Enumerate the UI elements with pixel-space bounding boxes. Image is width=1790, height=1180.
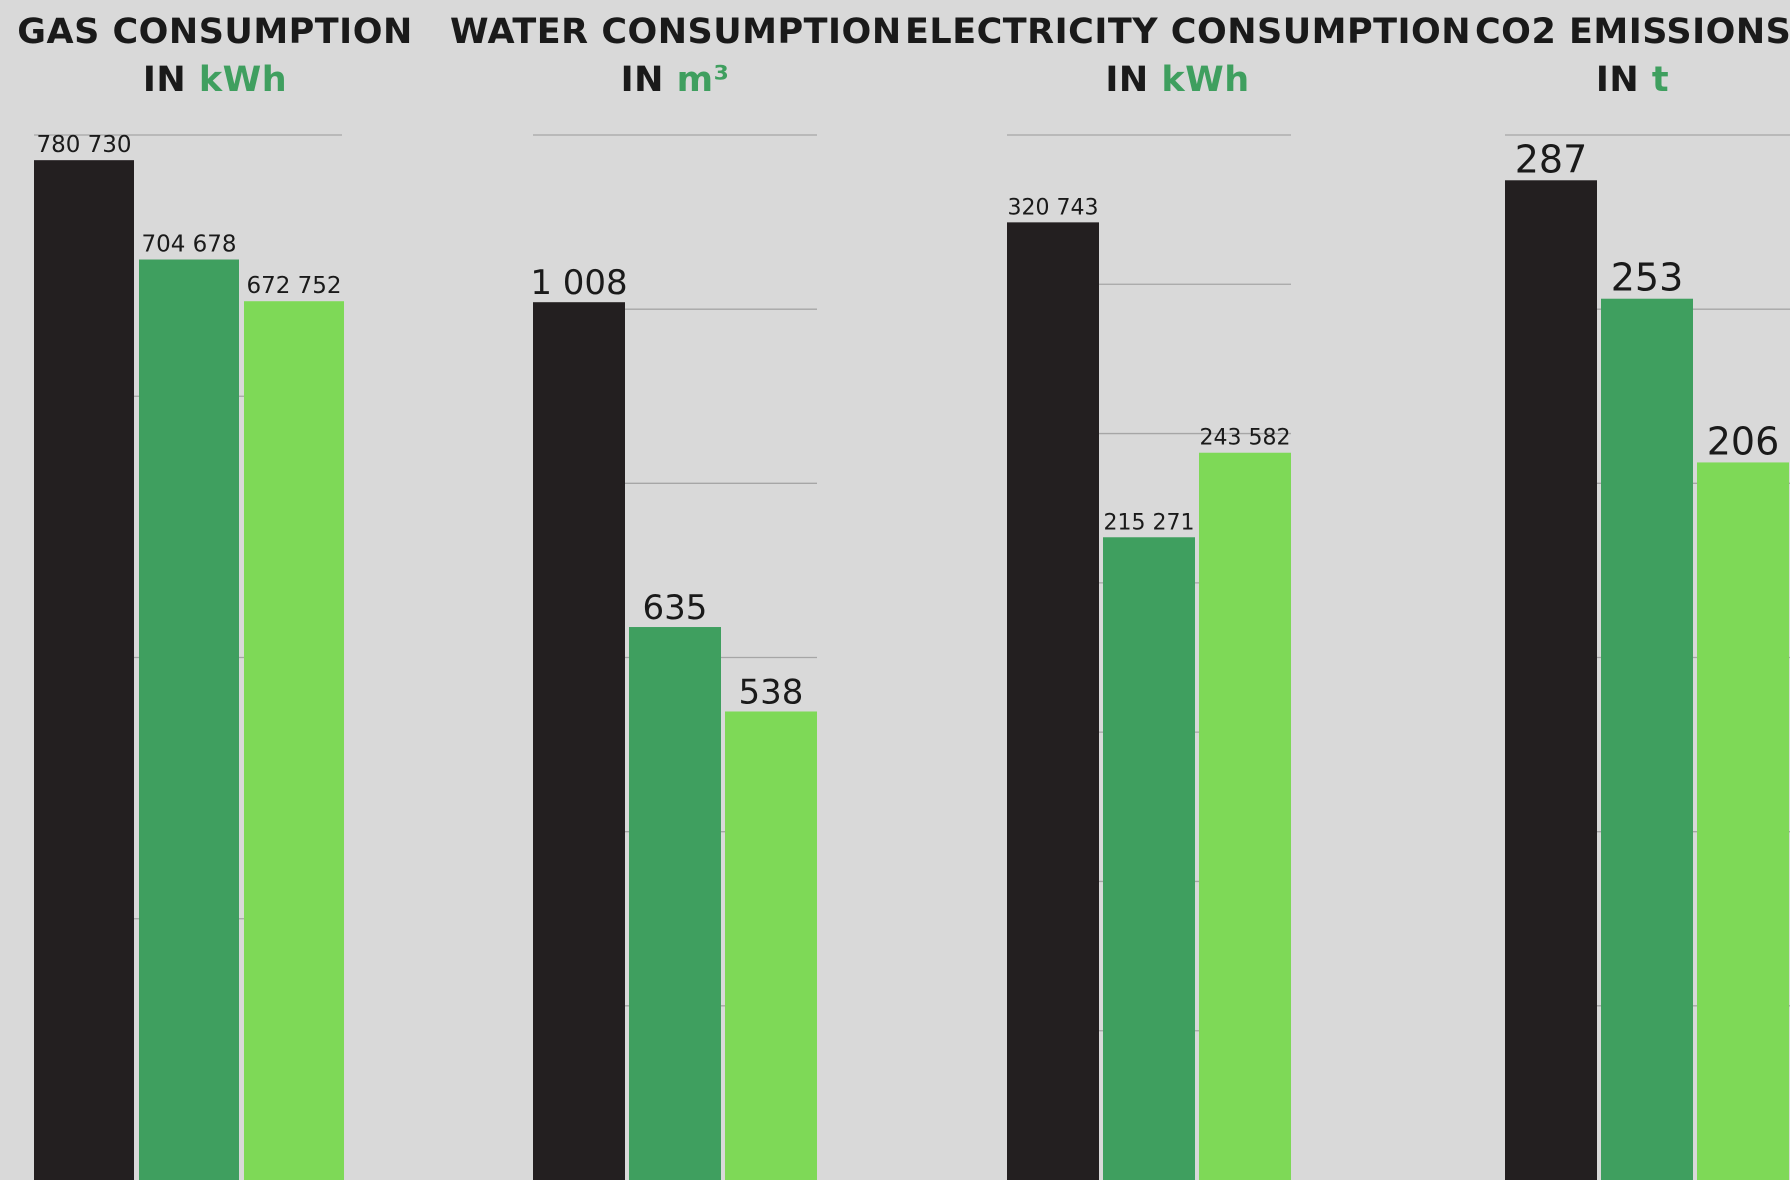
unit-label: kWh <box>198 60 288 100</box>
bar <box>1199 452 1291 1180</box>
bar <box>1505 180 1597 1180</box>
chart-title-line2: IN kWh <box>142 60 288 100</box>
co2-chart-plot: 287 253 206 <box>1505 134 1790 1180</box>
bar <box>1697 462 1789 1180</box>
chart-title-line1: CO2 EMISSIONS <box>1475 12 1790 52</box>
bar-value-label: 320 743 <box>1008 195 1099 220</box>
chart-title-line2: IN kWh <box>1105 60 1250 100</box>
bar-value-label: 538 <box>739 672 804 712</box>
water-chart-panel: WATER CONSUMPTION IN m³ 1 008 635 538 <box>450 0 902 1180</box>
unit-label: kWh <box>1161 60 1250 100</box>
bar-value-label: 215 271 <box>1104 510 1195 535</box>
bar-value-label: 287 <box>1515 137 1588 181</box>
bar <box>533 302 625 1180</box>
chart-title-line2: IN t <box>1595 60 1670 100</box>
bar-value-label: 780 730 <box>36 132 131 158</box>
gas-chart-panel: GAS CONSUMPTION IN kWh 780 730 704 678 672… <box>0 0 430 1180</box>
water-chart-title: WATER CONSUMPTION IN m³ <box>450 8 902 104</box>
bar <box>629 627 721 1180</box>
bar <box>1601 298 1693 1180</box>
gas-chart-plot: 780 730 704 678 672 752 <box>34 132 344 1180</box>
co2-chart-panel: CO2 EMISSIONS IN t 287 253 206 <box>1475 0 1790 1180</box>
unit-label: m³ <box>676 60 730 100</box>
bar <box>34 160 134 1180</box>
bar <box>244 301 344 1180</box>
bar-value-label: 704 678 <box>141 232 236 258</box>
bar-value-label: 253 <box>1611 256 1684 300</box>
chart-title-line2: IN m³ <box>620 60 730 100</box>
bar-value-label: 243 582 <box>1200 426 1291 451</box>
chart-title-line1: WATER CONSUMPTION <box>450 12 902 52</box>
bar-value-label: 206 <box>1707 419 1780 463</box>
chart-title-line1: ELECTRICITY CONSUMPTION <box>905 12 1472 52</box>
bar-value-label: 1 008 <box>530 263 627 303</box>
bar-value-label: 672 752 <box>246 273 341 299</box>
bar <box>139 259 239 1180</box>
bar <box>725 711 817 1180</box>
bar <box>1103 537 1195 1180</box>
water-chart-plot: 1 008 635 538 <box>530 134 817 1180</box>
gas-chart-title: GAS CONSUMPTION IN kWh <box>0 8 430 104</box>
unit-label: t <box>1651 60 1670 100</box>
electricity-chart-plot: 320 743 215 271 243 582 <box>1007 134 1291 1180</box>
chart-title-line1: GAS CONSUMPTION <box>17 12 413 52</box>
bar-value-label: 635 <box>643 588 708 628</box>
electricity-chart-title: ELECTRICITY CONSUMPTION IN kWh <box>905 8 1472 104</box>
co2-chart-title: CO2 EMISSIONS IN t <box>1475 8 1790 104</box>
bar <box>1007 222 1099 1180</box>
electricity-chart-panel: ELECTRICITY CONSUMPTION IN kWh 320 743 21… <box>905 0 1472 1180</box>
